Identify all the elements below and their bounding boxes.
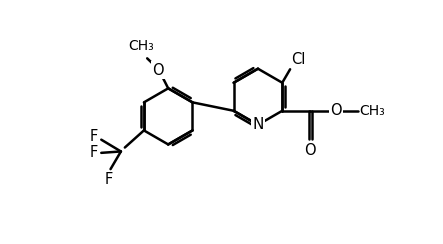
Text: CH₃: CH₃: [128, 39, 155, 53]
Text: O: O: [152, 63, 164, 78]
Text: F: F: [104, 173, 113, 187]
Text: O: O: [304, 143, 316, 158]
Text: Cl: Cl: [291, 52, 306, 67]
Text: O: O: [330, 103, 342, 118]
Text: F: F: [89, 129, 98, 144]
Text: CH₃: CH₃: [359, 104, 385, 118]
Text: N: N: [252, 117, 264, 132]
Text: F: F: [89, 145, 98, 160]
